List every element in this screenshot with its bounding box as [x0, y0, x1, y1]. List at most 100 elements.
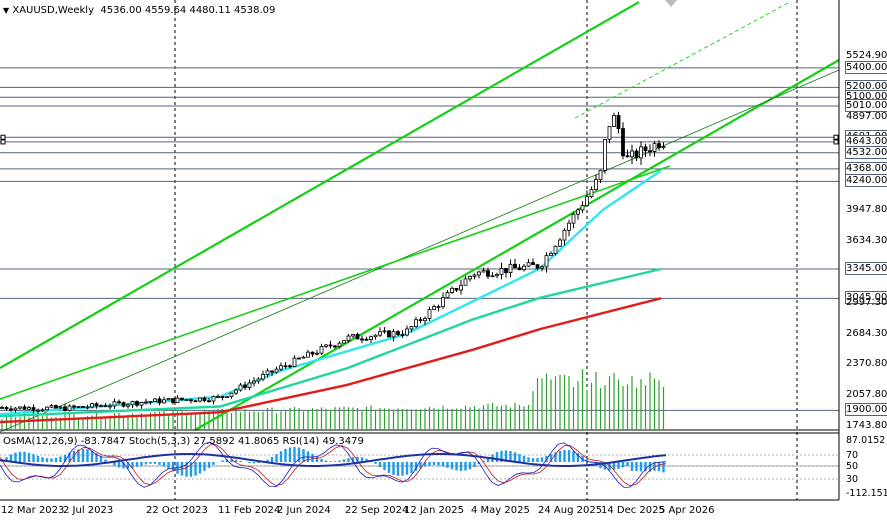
candle-body: [360, 338, 364, 341]
oscillator-tick-label: 50: [846, 461, 859, 472]
price-tick-label: 5100.00: [844, 90, 887, 104]
candle-body: [441, 297, 445, 308]
candle-body: [355, 333, 360, 340]
level-handle: [0, 134, 6, 140]
candle-body: [112, 401, 117, 407]
candle-body: [4, 407, 9, 410]
candle-body: [274, 368, 279, 373]
candle-body: [243, 384, 247, 388]
candle-body: [369, 336, 373, 340]
level-handle: [833, 134, 839, 140]
level-handle: [0, 139, 6, 145]
candle-body: [22, 406, 27, 410]
candle-body: [0, 407, 4, 409]
candle-body: [211, 396, 216, 402]
candle-body: [54, 405, 58, 409]
candle-body: [517, 267, 522, 271]
candle-body: [468, 275, 472, 280]
price-tick-label: 2684.30: [846, 327, 887, 339]
candle-body: [72, 405, 76, 408]
oscillator-tick-label: 87.0152: [846, 435, 886, 446]
time-tick-label: 12 Mar 2023: [1, 505, 65, 516]
level-handle: [833, 139, 839, 145]
candle-body: [535, 264, 540, 269]
candle-body: [306, 351, 310, 358]
candle-body: [94, 403, 99, 407]
candle-body: [153, 398, 157, 402]
channel-upper-line: [0, 1, 640, 369]
menu-dropdown-icon[interactable]: ▼: [3, 6, 10, 15]
candle-body: [378, 331, 382, 336]
candle-body: [522, 265, 526, 271]
price-tick-label: 5200.00: [844, 80, 887, 94]
candle-body: [373, 334, 378, 338]
price-tick-label: 1743.80: [846, 419, 887, 431]
candle-body: [184, 399, 189, 401]
time-tick-label: 22 Oct 2023: [146, 505, 208, 516]
candle-body: [463, 278, 468, 286]
candle-body: [657, 143, 661, 149]
price-tick-label: 3345.00: [844, 261, 887, 275]
candle-body: [333, 345, 337, 348]
candle-body: [621, 128, 625, 157]
candle-body: [247, 382, 252, 388]
price-tick-label: 5524.90: [846, 49, 887, 61]
price-tick-label: 4368.00: [844, 161, 887, 175]
candle-body: [634, 150, 639, 159]
low-value: 4480.11: [189, 5, 231, 16]
price-tick-label: 4532.00: [844, 145, 887, 159]
time-tick-label: 14 Dec 2025: [601, 505, 665, 516]
candle-body: [580, 205, 585, 211]
candle-body: [13, 407, 18, 411]
candle-body: [432, 306, 436, 310]
candle-body: [562, 229, 567, 241]
symbol-label: XAUUSD,Weekly: [12, 5, 94, 16]
candle-body: [117, 401, 121, 404]
channel-lower-line: [194, 59, 840, 431]
candle-body: [612, 115, 616, 127]
price-tick-label: 2997.30: [846, 296, 887, 308]
candle-body: [351, 333, 355, 337]
candle-body: [544, 255, 549, 268]
candle-body: [490, 275, 495, 278]
candle-body: [85, 406, 90, 409]
candle-body: [252, 380, 256, 384]
candle-body: [135, 401, 139, 406]
candle-body: [405, 328, 409, 336]
candle-body: [67, 405, 72, 412]
candle-body: [625, 155, 630, 158]
time-tick-label: 12 Jan 2025: [404, 505, 464, 516]
candle-body: [225, 396, 229, 398]
candle-body: [49, 405, 54, 408]
candle-body: [382, 330, 387, 333]
candle-body: [567, 222, 571, 231]
candle-body: [40, 409, 45, 412]
candle-body: [166, 398, 171, 401]
candle-body: [319, 346, 324, 354]
channel-extension-line: [574, 1, 791, 119]
candle-body: [495, 274, 499, 277]
time-tick-label: 2 Jun 2024: [277, 505, 331, 516]
candle-body: [18, 406, 22, 409]
candle-body: [81, 406, 85, 408]
candle-body: [234, 389, 238, 394]
candle-body: [346, 335, 351, 341]
candle-body: [387, 330, 391, 338]
candle-body: [198, 397, 202, 402]
candle-body: [310, 351, 315, 355]
candle-body: [130, 401, 135, 406]
candle-body: [400, 334, 405, 336]
candle-body: [391, 331, 396, 338]
candle-body: [396, 331, 400, 335]
candle-body: [418, 319, 423, 322]
candle-body: [549, 253, 553, 257]
candle-body: [297, 357, 301, 360]
candle-body: [445, 292, 450, 298]
candle-body: [108, 405, 112, 408]
candle-body: [144, 401, 148, 404]
candle-body: [189, 399, 193, 402]
candle-body: [238, 384, 243, 391]
candle-body: [220, 396, 225, 398]
candle-body: [603, 138, 607, 171]
